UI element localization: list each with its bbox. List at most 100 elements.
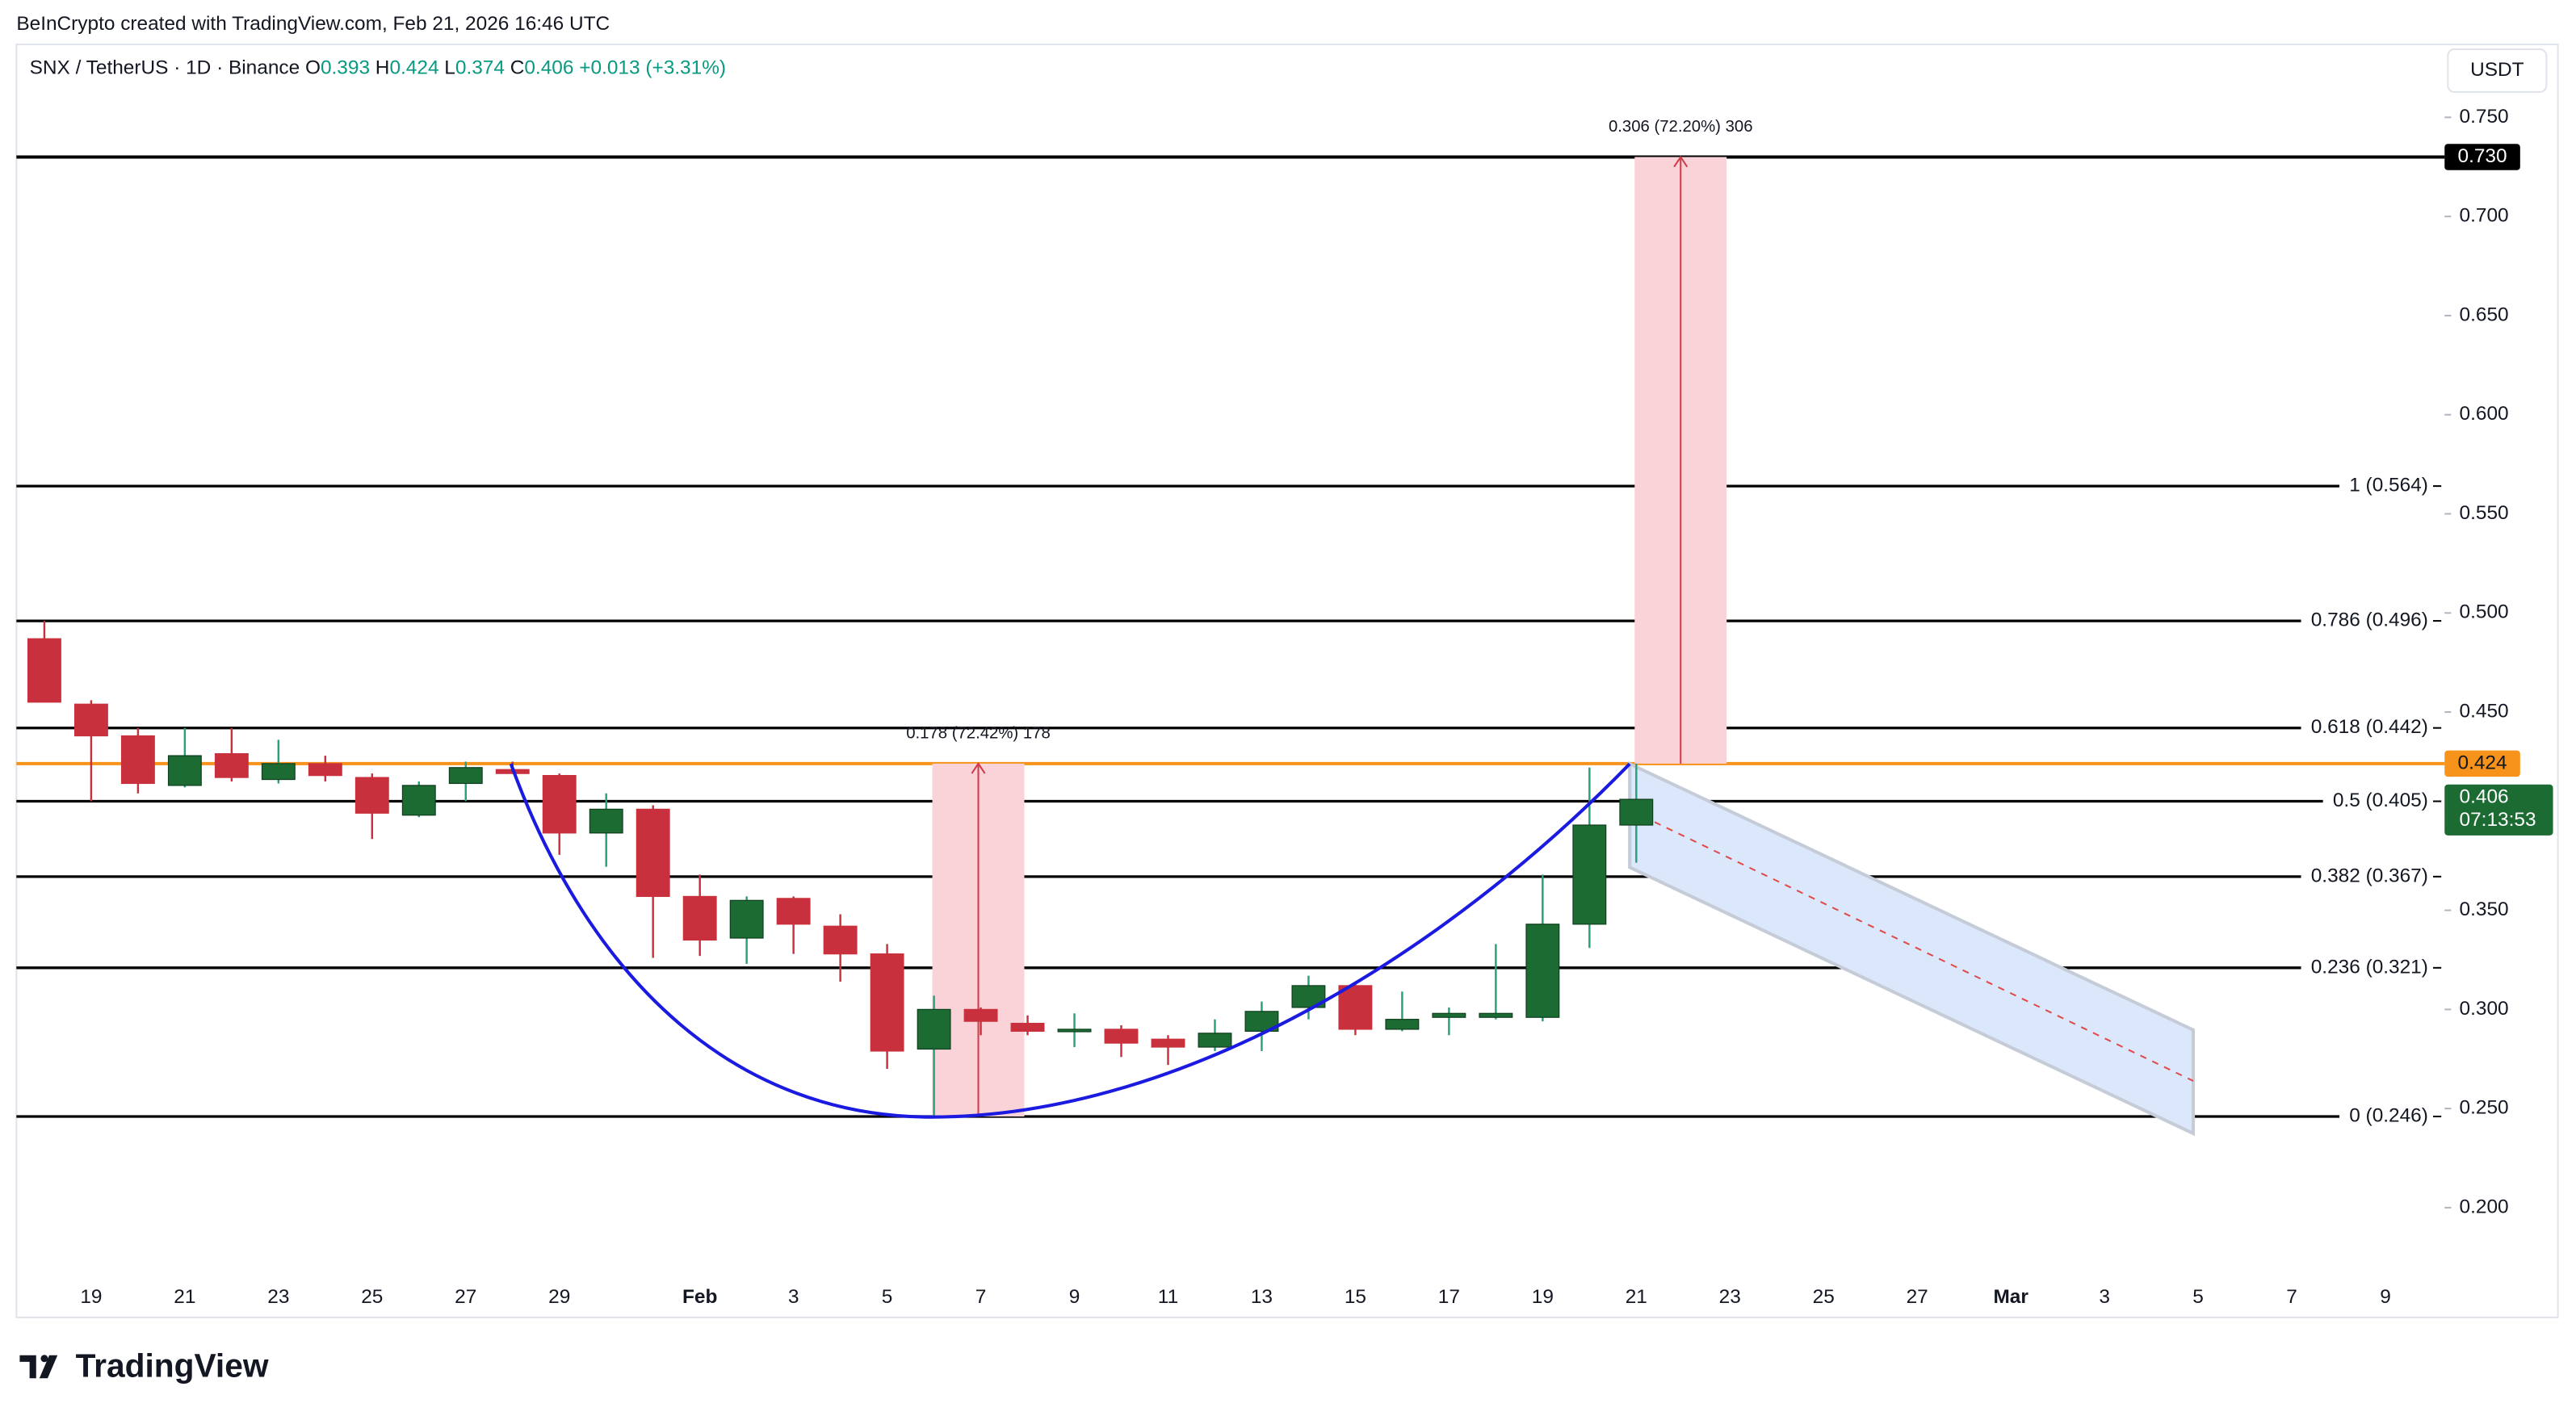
y-tick-label: 0.300 [2460,998,2509,1020]
y-tick-label: 0.700 [2460,205,2509,227]
candle-body [823,925,858,955]
candle-body [589,808,623,834]
x-tick-label: 3 [2099,1286,2110,1308]
price-box-label: 0.730 [2458,145,2507,167]
arrow-head [971,762,986,774]
y-tick-label: 0.350 [2460,899,2509,920]
x-tick-label: 5 [882,1286,893,1308]
x-tick-label: 27 [455,1286,476,1308]
candle-body [401,785,436,816]
currency[interactable]: USDT [2470,59,2524,81]
candle-body [1479,1012,1513,1018]
brand: TradingView [76,1347,269,1385]
candle-body [729,899,764,939]
candle-body [1385,1019,1420,1030]
countdown-label: 07:13:53 [2460,809,2536,831]
arrow-head [1673,155,1689,168]
x-tick-label: 25 [1813,1286,1835,1308]
x-tick-label: 9 [2380,1286,2391,1308]
channel-midline [1642,815,2194,1082]
candle-body [1010,1022,1045,1033]
logo: TradingView [19,1347,269,1385]
x-tick-label: 17 [1438,1286,1460,1308]
measurements-layer: 0.178 (72.42%) 178 0.306 (72.20%) 306 [906,118,1753,1116]
candle-body [917,1008,951,1050]
x-tick-label: 19 [1532,1286,1554,1308]
x-tick-label: 11 [1158,1286,1178,1308]
candle-body [448,767,483,785]
candle-body [120,735,155,785]
price-box [2444,144,2520,170]
candle-body [870,953,904,1052]
symbol-info: SNX / TetherUS · 1D · Binance O0.393 H0.… [30,57,726,79]
x-tick-label: Feb [682,1286,717,1308]
x-tick-label: 29 [548,1286,570,1308]
candle-body [1198,1033,1232,1048]
ohlc-value: 0.406 [524,57,573,79]
ohlc-key: L [444,57,455,79]
level-label: 0.5 (0.405) [2333,790,2428,811]
candle-body [261,763,296,781]
x-tick-label: 5 [2192,1286,2204,1308]
candle-body [73,703,108,737]
change-percent: (+3.31%) [645,57,726,79]
x-tick-label: 3 [788,1286,799,1308]
candle-body [1104,1028,1139,1044]
ohlc-key: O [305,57,321,79]
candle-body [963,1008,998,1022]
level-label: 0.236 (0.321) [2311,956,2428,978]
candle-body [542,775,577,834]
currency-button[interactable] [2447,48,2548,93]
symbol: SNX / TetherUS · 1D · Binance [30,57,300,79]
x-tick-label: 7 [2286,1286,2297,1308]
x-tick-label: Mar [1993,1286,2028,1308]
candle-body [1525,924,1560,1018]
measure-label: 0.178 (72.42%) 178 [906,725,1051,743]
price-box [2444,750,2520,777]
logo-dot [40,1355,48,1363]
measure-label: 0.306 (72.20%) 306 [1609,118,1753,136]
level-label: 0.786 (0.496) [2311,610,2428,631]
credit: BeInCrypto created with TradingView.com,… [16,13,610,35]
x-tick-label: 19 [80,1286,102,1308]
candle-body [776,898,811,925]
change: +0.013 [579,57,640,79]
x-tick-label: 23 [1719,1286,1741,1308]
candle-body [308,763,342,777]
x-tick-label: 21 [1626,1286,1647,1308]
level-label: 0 (0.246) [2349,1104,2428,1126]
candle-body [636,808,670,898]
last-price-label: 0.406 [2460,786,2509,808]
level-label: 0.382 (0.367) [2311,865,2428,886]
x-tick-label: 21 [174,1286,195,1308]
ohlc-value: 0.424 [389,57,438,79]
logo-mark [19,1355,58,1379]
x-tick-label: 7 [975,1286,987,1308]
candles-layer [27,621,1654,1116]
candle-body [355,777,389,814]
x-tick-label: 23 [267,1286,289,1308]
candle-body [1619,798,1654,826]
x-tick-label: 25 [361,1286,383,1308]
cup-curve [509,762,1631,1119]
candle-body [1338,985,1373,1030]
ohlc-key: C [510,57,525,79]
y-tick-label: 0.250 [2460,1097,2509,1119]
candle-body [27,638,61,703]
x-tick-label: 15 [1345,1286,1366,1308]
candle-body [214,753,249,778]
drawings-layer [1628,760,2196,1137]
axis-layer: 0.2000.2500.3000.3500.4000.4500.5000.550… [80,106,2553,1308]
descending-channel [1628,760,2196,1137]
candle-body [682,895,717,941]
ohlc-value: 0.374 [455,57,505,79]
ohlc-key: H [375,57,390,79]
x-tick-label: 13 [1251,1286,1273,1308]
x-tick-label: 9 [1069,1286,1080,1308]
y-tick-label: 0.750 [2460,106,2509,128]
y-tick-label: 0.500 [2460,601,2509,623]
level-label: 0.618 (0.442) [2311,716,2428,738]
